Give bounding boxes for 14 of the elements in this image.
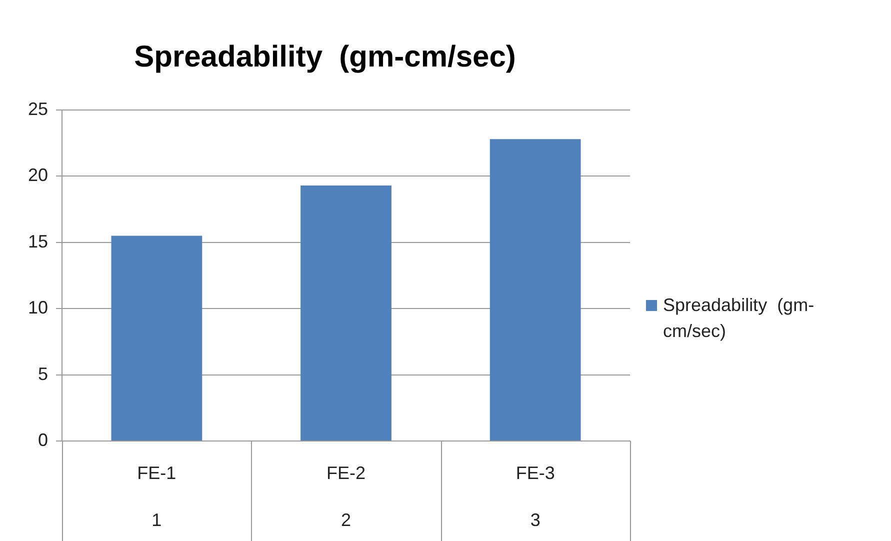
legend-label: Spreadability (gm-cm/sec) <box>663 294 816 343</box>
y-tick-label: 10 <box>28 298 48 318</box>
text: 2 <box>341 510 352 530</box>
text: 3 <box>530 510 540 530</box>
y-tick-label: 25 <box>28 98 48 119</box>
chart-title: Spreadability (gm-cm/sec) <box>134 40 516 74</box>
x-tick-label: FE-1 <box>137 462 176 483</box>
y-tick-label: 0 <box>38 430 48 450</box>
x-tick-label: FE-2 <box>326 462 366 483</box>
y-tick-label: 20 <box>28 165 48 186</box>
y-tick-label: 15 <box>28 231 48 252</box>
y-tick-label: 5 <box>38 364 48 384</box>
text: 1 <box>152 510 162 530</box>
x-tick-label: FE-3 <box>516 462 555 483</box>
